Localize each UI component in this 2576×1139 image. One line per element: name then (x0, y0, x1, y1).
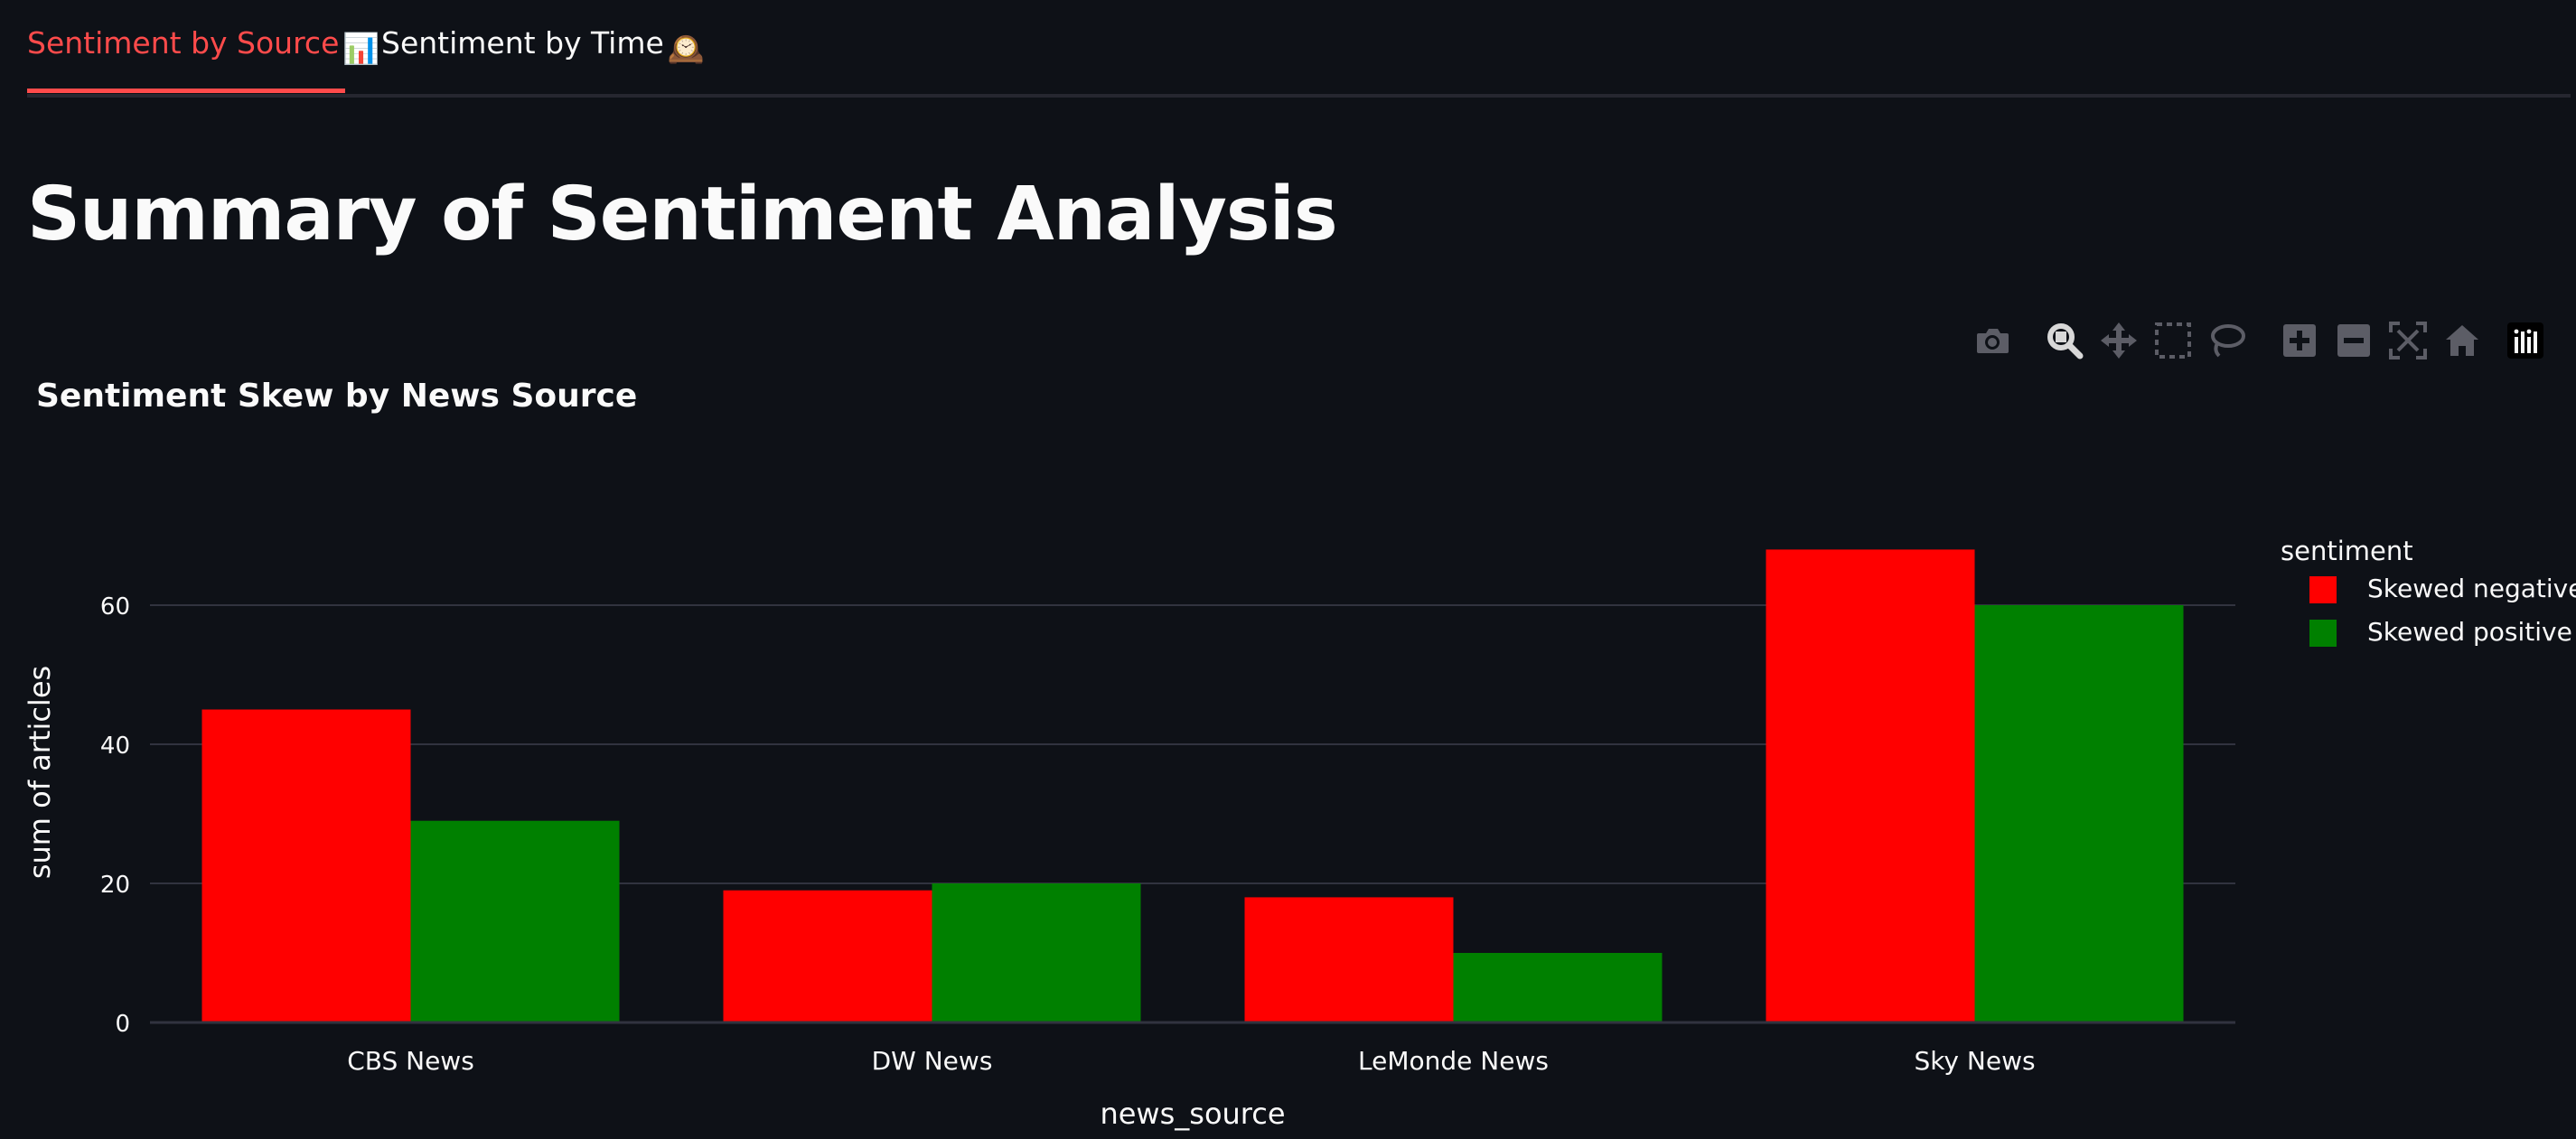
bar-chart: 0 20 40 60 CBS News DW News LeMonde News Sky Ne… (0, 361, 2576, 1139)
home-icon[interactable] (2440, 318, 2485, 363)
legend-swatch-skewed-positive (2309, 620, 2337, 647)
x-tick-label-dw-news: DW News (872, 1046, 993, 1076)
page-title: Summary of Sentiment Analysis (27, 170, 1337, 260)
y-tick-label-0: 0 (115, 1011, 130, 1038)
bar-skewed-positive-cbs-news[interactable] (411, 821, 620, 1022)
legend-swatch-skewed-negative (2309, 576, 2337, 603)
bar-skewed-negative-dw-news[interactable] (724, 891, 932, 1022)
y-tick-label-40: 40 (100, 733, 130, 760)
bar-skewed-negative-sky-news[interactable] (1766, 549, 1975, 1022)
x-tick-label-sky-news: Sky News (1914, 1046, 2035, 1076)
y-tick-label-60: 60 (100, 593, 130, 621)
bar-skewed-negative-cbs-news[interactable] (202, 710, 411, 1023)
active-tab-indicator (27, 89, 345, 93)
x-tick-label-cbs-news: CBS News (347, 1046, 474, 1076)
mantelpiece-clock-icon: 🕰️ (668, 31, 705, 67)
autoscale-icon[interactable] (2385, 318, 2431, 363)
lasso-select-icon[interactable] (2205, 318, 2250, 363)
tab-sentiment-by-source-label: Sentiment by Source (27, 25, 339, 61)
x-tick-label-lemonde-news: LeMonde News (1358, 1046, 1549, 1076)
zoom-out-icon[interactable] (2331, 318, 2376, 363)
tab-sentiment-by-time-label: Sentiment by Time (381, 25, 664, 61)
bar-skewed-negative-lemonde-news[interactable] (1245, 897, 1454, 1022)
chart-area: 0 20 40 60 CBS News DW News LeMonde News Sky Ne… (0, 361, 2576, 1139)
bar-skewed-positive-lemonde-news[interactable] (1454, 953, 1663, 1022)
camera-icon[interactable] (1970, 318, 2015, 363)
tab-sentiment-by-source[interactable]: Sentiment by Source 📊 (27, 25, 379, 67)
legend-item-skewed-negative[interactable]: Skewed negative (2281, 569, 2570, 612)
chart-modebar (1970, 318, 2548, 363)
y-axis-title: sum of articles (23, 666, 57, 879)
bar-skewed-positive-dw-news[interactable] (932, 883, 1141, 1022)
box-select-icon[interactable] (2150, 318, 2196, 363)
y-tick-label-20: 20 (100, 872, 130, 899)
pan-icon[interactable] (2096, 318, 2141, 363)
x-axis-title: news_source (1100, 1097, 1285, 1131)
legend-title: sentiment (2281, 533, 2570, 569)
bar-chart-icon: 📊 (342, 31, 379, 67)
legend-label-skewed-negative: Skewed negative (2367, 573, 2576, 605)
bar-skewed-positive-sky-news[interactable] (1975, 605, 2184, 1022)
legend-item-skewed-positive[interactable]: Skewed positive (2281, 612, 2570, 656)
tab-sentiment-by-time[interactable]: Sentiment by Time 🕰️ (381, 25, 705, 67)
tab-bar: Sentiment by Source 📊 Sentiment by Time 🕰️ (27, 0, 2571, 98)
legend-label-skewed-positive: Skewed positive (2367, 616, 2572, 649)
zoom-in-icon[interactable] (2277, 318, 2322, 363)
plotly-logo-icon[interactable] (2503, 318, 2548, 363)
zoom-icon[interactable] (2042, 318, 2087, 363)
chart-legend: sentiment Skewed negative Skewed positiv… (2281, 533, 2570, 656)
